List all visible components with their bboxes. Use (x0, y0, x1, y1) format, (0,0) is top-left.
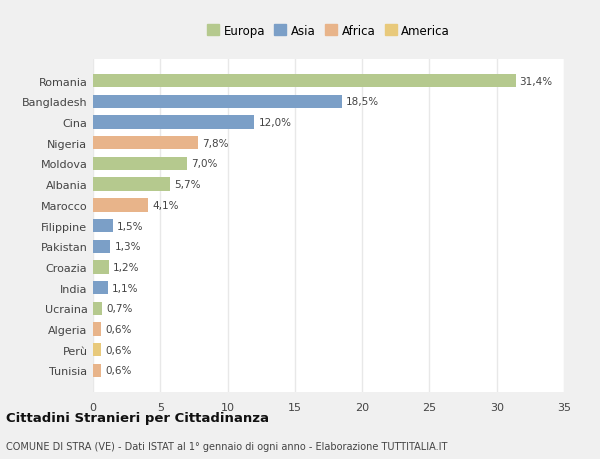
Bar (93, 95, 342, 109)
Text: Cittadini Stranieri per Cittadinanza: Cittadini Stranieri per Cittadinanza (6, 412, 269, 425)
Text: 0,6%: 0,6% (105, 345, 131, 355)
Text: 31,4%: 31,4% (520, 77, 553, 86)
Bar (93, 219, 113, 233)
Text: 5,7%: 5,7% (174, 180, 200, 190)
Text: 0,6%: 0,6% (105, 325, 131, 334)
Text: 0,7%: 0,7% (106, 304, 133, 313)
Bar (93, 281, 108, 295)
Text: 1,3%: 1,3% (115, 242, 141, 252)
Bar (93, 302, 103, 315)
Text: COMUNE DI STRA (VE) - Dati ISTAT al 1° gennaio di ogni anno - Elaborazione TUTTI: COMUNE DI STRA (VE) - Dati ISTAT al 1° g… (6, 441, 448, 451)
Text: 1,1%: 1,1% (112, 283, 139, 293)
Bar (93, 261, 109, 274)
Bar (93, 137, 198, 150)
Bar (93, 116, 254, 129)
Bar (93, 75, 515, 88)
Bar (93, 157, 187, 171)
Bar (93, 323, 101, 336)
Text: 7,0%: 7,0% (191, 159, 218, 169)
Bar (93, 240, 110, 253)
Text: 4,1%: 4,1% (152, 201, 179, 210)
Text: 1,5%: 1,5% (117, 221, 144, 231)
Text: 12,0%: 12,0% (259, 118, 292, 128)
Bar (93, 343, 101, 357)
Legend: Europa, Asia, Africa, America: Europa, Asia, Africa, America (205, 22, 452, 40)
Bar (93, 364, 101, 377)
Text: 7,8%: 7,8% (202, 139, 229, 148)
Bar (93, 178, 170, 191)
Text: 18,5%: 18,5% (346, 97, 379, 107)
Text: 1,2%: 1,2% (113, 263, 140, 272)
Text: 0,6%: 0,6% (105, 366, 131, 375)
Bar (93, 199, 148, 212)
